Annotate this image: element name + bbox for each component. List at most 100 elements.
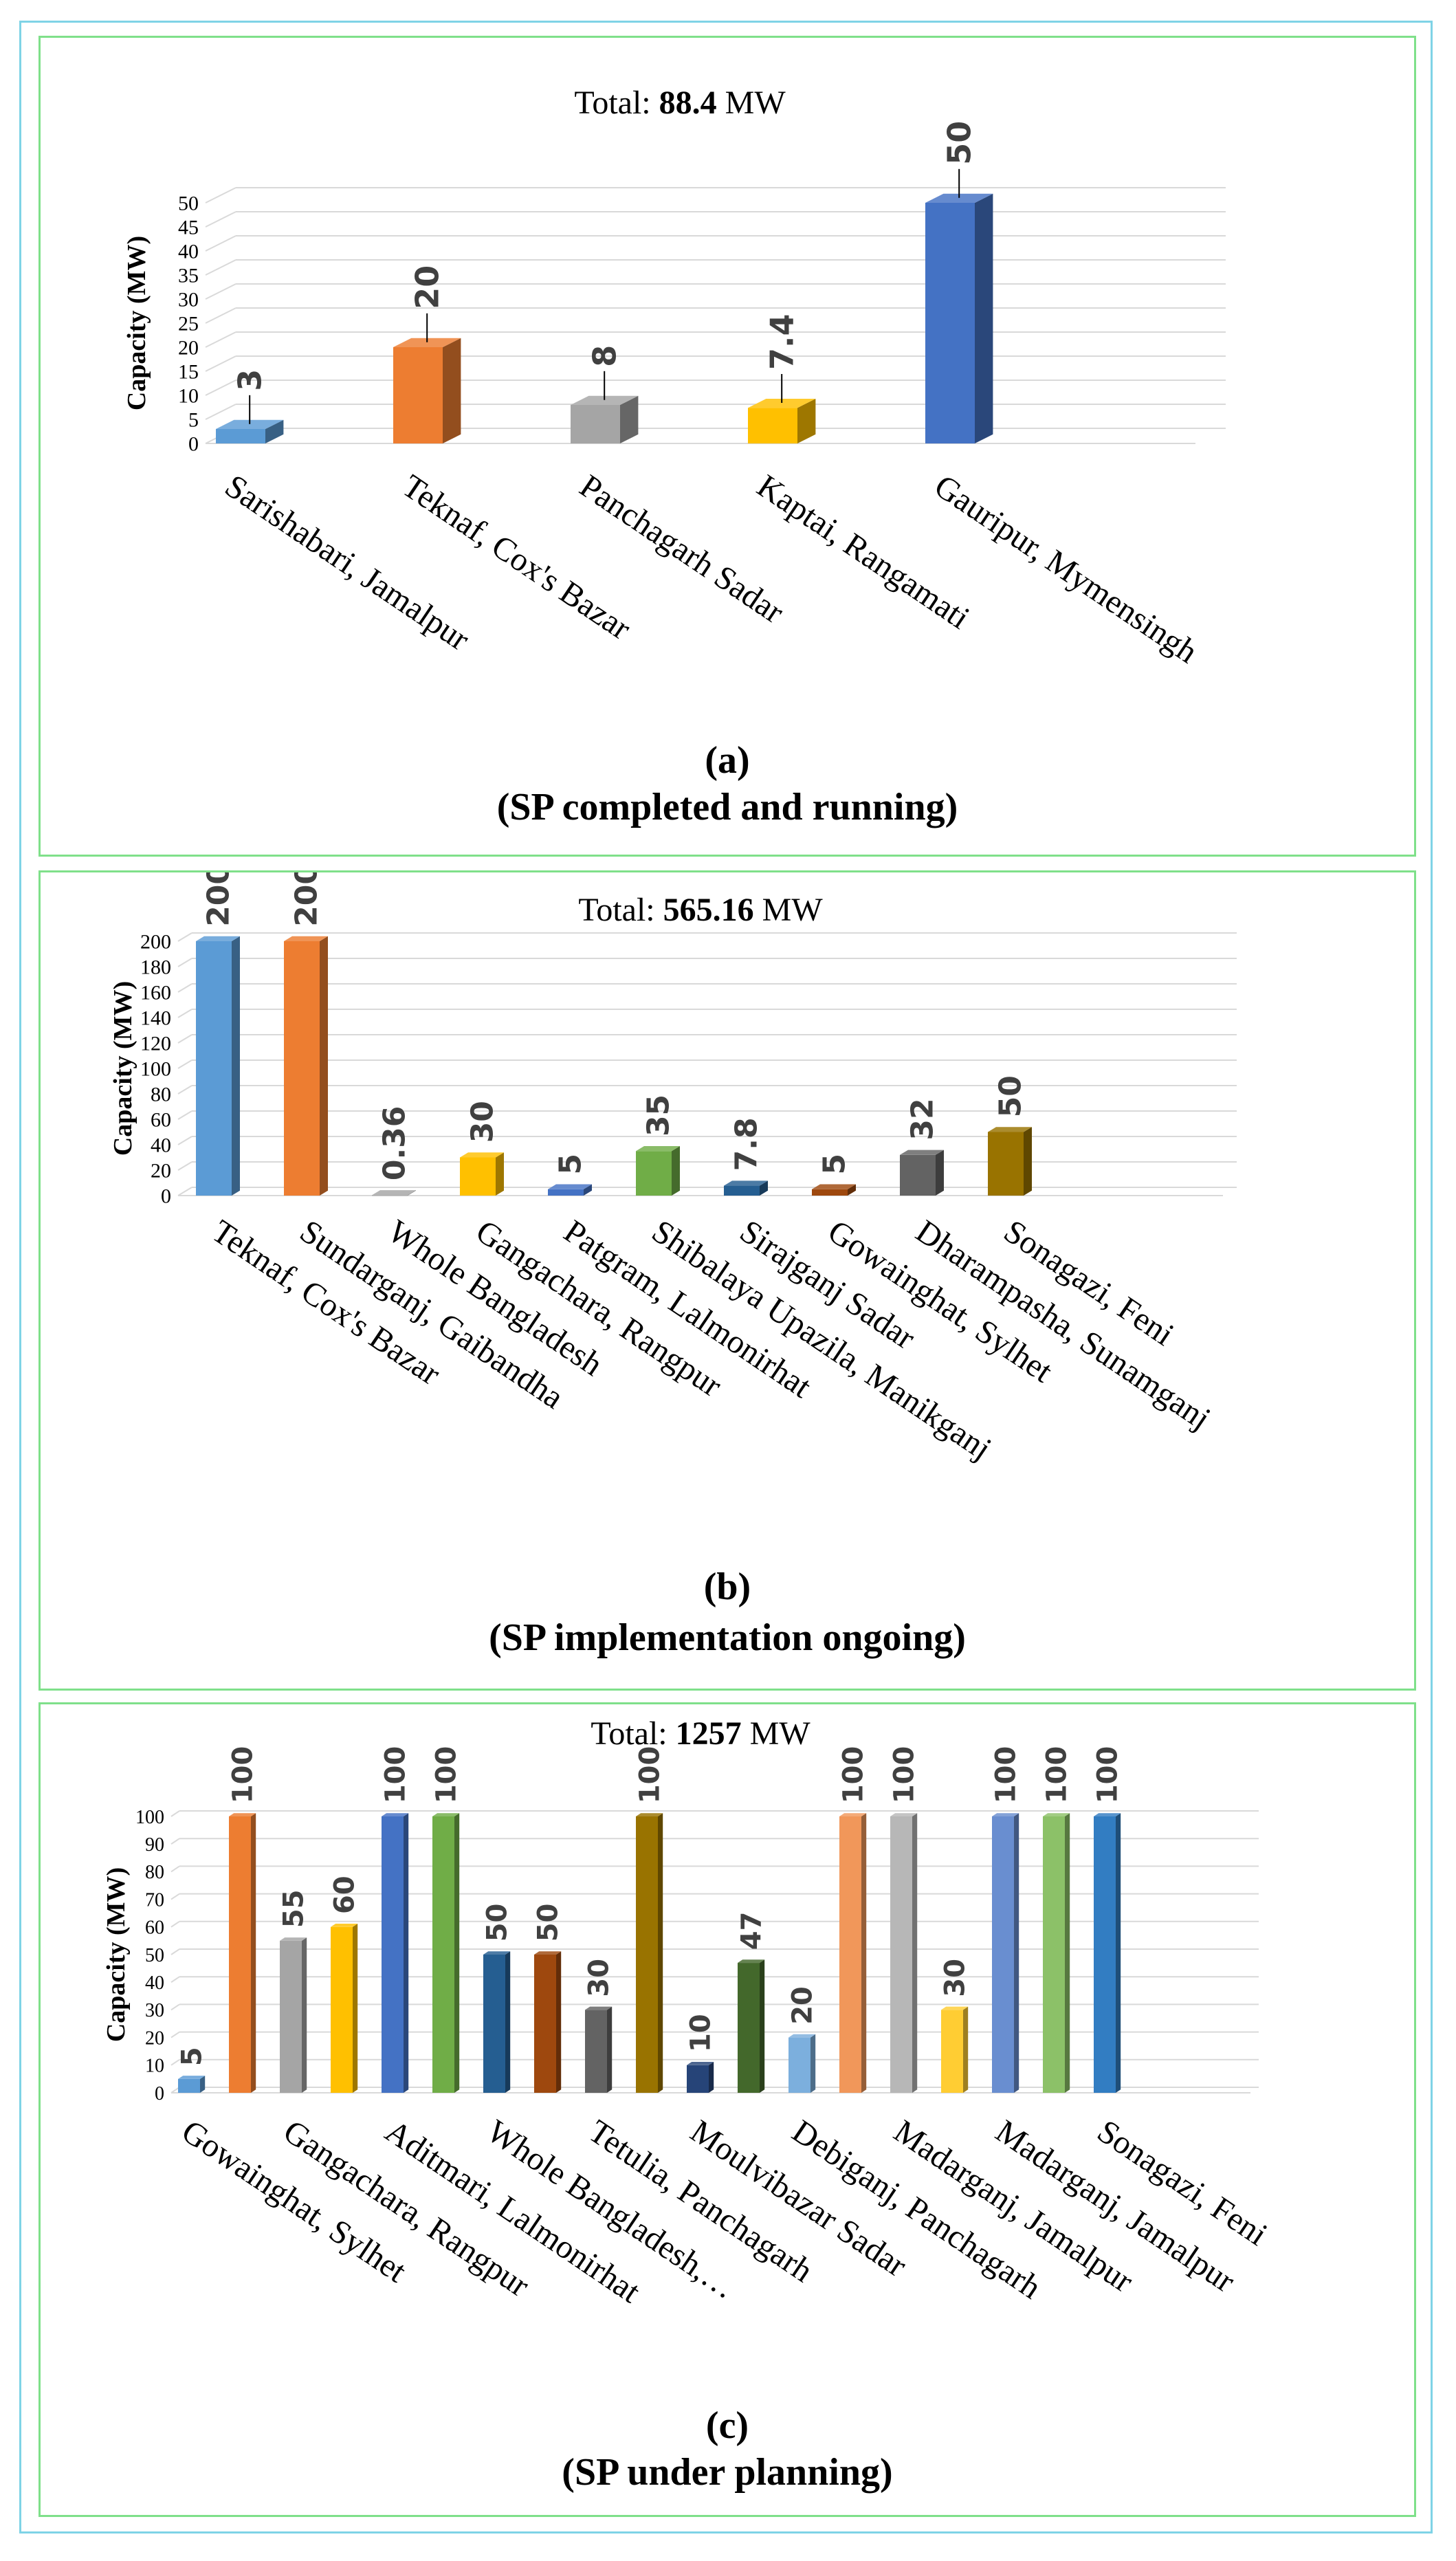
data-label: 50: [533, 1904, 564, 1942]
data-label: 5: [177, 2047, 208, 2066]
panel-a: Total: 88.4 MW 0 5 10 15 20 25 30 35 40 45 50 Capaci…: [38, 36, 1416, 857]
total-prefix: Total:: [574, 85, 659, 121]
y-tick-label: 50: [145, 1945, 164, 1966]
y-tick-label: 200: [140, 931, 171, 954]
data-label: 47: [736, 1912, 768, 1950]
bar: 100: [838, 1746, 870, 2093]
bar-front: [738, 1963, 760, 2093]
gridline-diagonal: [177, 983, 192, 993]
bar: 100: [991, 1746, 1022, 2093]
data-label: 10: [685, 2014, 717, 2052]
y-tick-label: 10: [145, 2056, 164, 2077]
bar-top: [636, 1146, 680, 1152]
bar: 7.4: [748, 314, 816, 443]
bar: 30: [584, 1959, 615, 2093]
panel-a-caption: (SP completed and running): [496, 786, 958, 828]
bar: 100: [889, 1746, 920, 2093]
total-prefix: Total:: [591, 1715, 675, 1752]
bar-front: [636, 1151, 672, 1196]
y-tick-label: 80: [145, 1862, 164, 1883]
bar: 30: [940, 1959, 971, 2093]
panel-c-caption: (SP under planning): [562, 2451, 893, 2494]
bar: 7.8: [724, 1117, 768, 1196]
bar: 100: [1041, 1746, 1073, 2093]
gridline-diagonal: [177, 1009, 192, 1018]
bar-front: [483, 1955, 505, 2093]
gridline-diagonal: [205, 187, 236, 204]
bar-front: [925, 203, 975, 443]
y-tick-label: 50: [178, 193, 199, 215]
data-label: 5: [553, 1154, 588, 1175]
bar-side: [848, 1184, 856, 1196]
gridline-diagonal: [170, 2031, 180, 2038]
data-label: 100: [991, 1746, 1022, 1804]
bar-front: [393, 347, 443, 443]
bar-side: [251, 1813, 256, 2093]
data-label: 50: [940, 121, 978, 165]
y-tick-label: 20: [145, 2027, 164, 2049]
bar-top: [788, 2034, 816, 2038]
gridline-diagonal: [205, 380, 236, 396]
bar-side: [353, 1924, 358, 2093]
bar-side: [861, 1813, 867, 2093]
data-label: 100: [228, 1746, 259, 1804]
gridlines: [177, 932, 1237, 1196]
data-label: 55: [278, 1889, 310, 1928]
y-tick-label: 20: [151, 1160, 171, 1183]
bar: 50: [925, 121, 993, 443]
y-tick-label: 100: [135, 1807, 164, 1828]
bar-top: [941, 2006, 969, 2010]
bar: 32: [900, 1098, 944, 1196]
bar-side: [1065, 1813, 1070, 2093]
data-label: 100: [431, 1746, 463, 1804]
bar-top: [839, 1813, 867, 1816]
bar-top: [724, 1180, 768, 1186]
bar-front: [1043, 1816, 1065, 2093]
panel-c-letter: (c): [705, 2404, 749, 2447]
bar-top: [548, 1184, 592, 1189]
bar-top: [432, 1813, 460, 1816]
chart-a-title: Total: 88.4 MW: [574, 85, 786, 121]
data-label: 7.4: [763, 314, 800, 371]
bar-side: [963, 2006, 969, 2093]
bar-front: [788, 2037, 810, 2093]
bar-side: [760, 1959, 765, 2093]
bar-side: [1116, 1813, 1121, 2093]
bar-side: [265, 419, 284, 443]
y-tick-label: 0: [161, 1185, 171, 1208]
chart-c: Total: 1257 MW 0 10 20 30 40 50 60 70 80 90 100 Capa…: [102, 1715, 1274, 2310]
y-tick-label: 160: [140, 982, 171, 1004]
total-unit: MW: [754, 892, 824, 928]
total-unit: MW: [742, 1715, 811, 1752]
gridline-diagonal: [205, 404, 236, 420]
bar-front: [372, 1195, 408, 1196]
bar: 200: [284, 872, 328, 1196]
bar: 47: [736, 1912, 768, 2093]
total-value: 1257: [676, 1715, 742, 1752]
panel-c: Total: 1257 MW 0 10 20 30 40 50 60 70 80 90 100 Capa…: [38, 1702, 1416, 2517]
bar: 100: [228, 1746, 259, 2093]
data-label: 20: [787, 1986, 819, 2025]
y-tick-label: 30: [145, 2000, 164, 2021]
y-tick-label: 90: [145, 1834, 164, 1856]
bar-front: [382, 1816, 404, 2093]
bar-top: [216, 419, 284, 429]
data-label: 3: [231, 369, 268, 391]
bar-top: [925, 193, 993, 203]
gridline-diagonal: [170, 1865, 180, 1873]
gridline-diagonal: [170, 1810, 180, 1817]
bar-front: [1094, 1816, 1116, 2093]
gridline-diagonal: [170, 1893, 180, 1900]
y-axis-label: Capacity (MW): [109, 981, 137, 1156]
gridline-diagonal: [177, 958, 192, 967]
bar-top: [331, 1924, 358, 1927]
bar-top: [748, 399, 816, 408]
y-tick-label: 180: [140, 956, 171, 979]
bar-side: [797, 399, 816, 443]
bar-front: [687, 2065, 709, 2093]
gridline-diagonal: [170, 1838, 180, 1845]
bar-front: [636, 1816, 658, 2093]
bar-side: [556, 1951, 562, 2093]
bar-top: [687, 2062, 714, 2065]
